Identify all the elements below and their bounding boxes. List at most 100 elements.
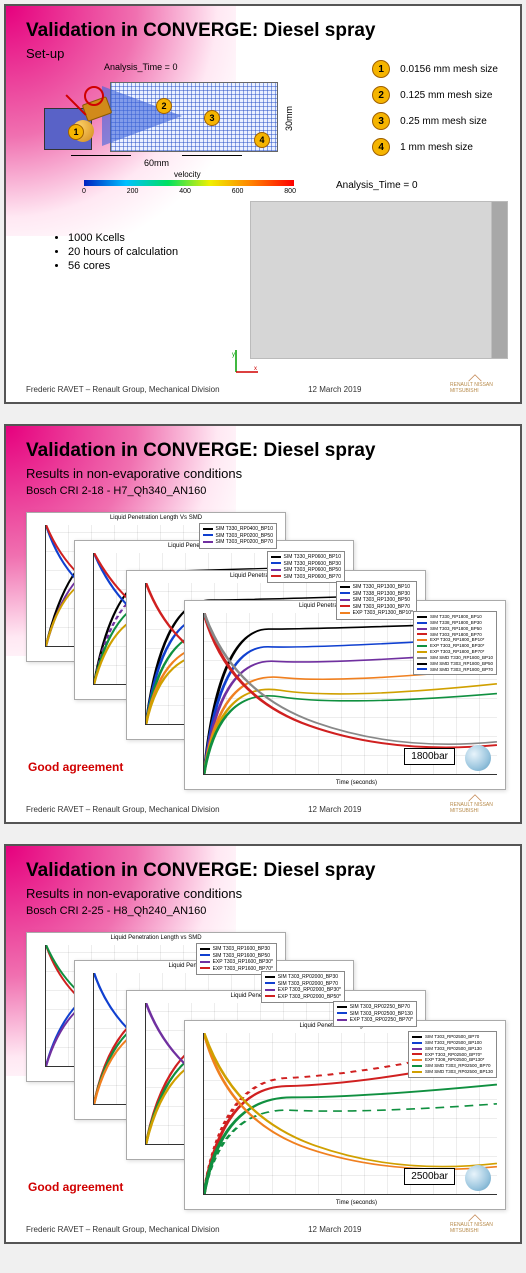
legend-item: SIM T330_RP1300_BP10 xyxy=(340,584,413,591)
velocity-label: velocity xyxy=(174,170,201,179)
subtitle: Results in non-evaporative conditions xyxy=(26,886,500,901)
legend-item: SIM T303_RP02000_BP30 xyxy=(265,974,341,981)
legend-item: SIM SMD T330_RP1800_BP10 xyxy=(417,655,493,661)
footer-author: Frederic RAVET – Renault Group, Mechanic… xyxy=(26,805,220,814)
slide-results-1800: Validation in CONVERGE: Diesel spray Res… xyxy=(4,424,522,824)
legend-item: EXP T303_RP02250_BP70* xyxy=(337,1017,413,1024)
mesh-marker-1: 1 xyxy=(372,60,390,78)
region-marker-2: 2 xyxy=(156,98,172,114)
legend-item: SIM T303_RP0600_BP70 xyxy=(271,574,341,581)
x-axis-label: Time (seconds) xyxy=(336,780,377,786)
spray-cone xyxy=(102,86,182,146)
mesh-label-4: 1 mm mesh size xyxy=(400,142,473,153)
region-marker-3: 3 xyxy=(204,110,220,126)
chart-legend: SIM T303_RP02000_BP30 SIM T303_RP02000_B… xyxy=(261,971,345,1003)
analysis-time-2: Analysis_Time = 0 xyxy=(336,180,418,191)
alliance-label: RENAULT NISSAN MITSUBISHI xyxy=(450,802,500,814)
cb-tick: 400 xyxy=(179,188,191,195)
legend-item: SIM T303_RP02250_BP70 xyxy=(337,1004,413,1011)
mesh-label-3: 0.25 mm mesh size xyxy=(400,116,487,127)
cb-tick: 0 xyxy=(82,188,86,195)
footer: Frederic RAVET – Renault Group, Mechanic… xyxy=(26,374,500,394)
title: Validation in CONVERGE: Diesel spray xyxy=(26,440,500,462)
good-agreement: Good agreement xyxy=(28,1180,123,1194)
footer-author: Frederic RAVET – Renault Group, Mechanic… xyxy=(26,385,220,394)
chart-legend: SIM T330_RP1800_BP10 SIM T338_RP1800_BP3… xyxy=(413,611,497,675)
dimension-width: 60mm xyxy=(144,158,169,168)
chart-title: Liquid Penetration Length Vs SMD xyxy=(27,515,285,521)
legend-item: EXP T303_RP02000_BP50* xyxy=(265,994,341,1001)
chart-legend: SIM T303_RP02500_BP70 SIM T303_RP02500_B… xyxy=(408,1031,497,1078)
mesh-marker-2: 2 xyxy=(372,86,390,104)
legend-item: SIM T303_RP1600_BP30 xyxy=(200,946,273,953)
cb-tick: 800 xyxy=(284,188,296,195)
alliance-label: RENAULT NISSAN MITSUBISHI xyxy=(450,1222,500,1234)
footer-date: 12 March 2019 xyxy=(308,385,361,394)
axes-icon: y x xyxy=(232,348,260,376)
alliance-label: RENAULT NISSAN MITSUBISHI xyxy=(450,382,500,394)
chart-title: Liquid Penetration Length vs SMD xyxy=(27,935,285,941)
domain-render xyxy=(250,201,508,359)
analysis-time-label: Analysis_Time = 0 xyxy=(104,62,177,72)
watermark-ball xyxy=(465,745,491,771)
chart-legend: SIM T330_RP0600_BP10 SIM T330_RP0600_BP3… xyxy=(267,551,345,583)
mesh-label-2: 0.125 mm mesh size xyxy=(400,90,492,101)
chart-stack: Liquid Penetration Length vs SMD SIM T30… xyxy=(26,932,506,1187)
bullet: 56 cores xyxy=(68,260,178,272)
legend-item: SIM T330_RP1800_BP10 xyxy=(417,614,493,620)
legend-item: SIM T303_RP0600_BP50 xyxy=(271,567,341,574)
legend-item: SIM T303_RP0200_BP70 xyxy=(203,539,273,546)
legend-item: SIM T303_RP02500_BP130 xyxy=(412,1046,493,1052)
legend-item: SIM T303_RP1300_BP50 xyxy=(340,597,413,604)
legend-item: SIM SMD T303_RP1800_BP70 xyxy=(417,667,493,673)
chart-legend: SIM T330_RP1300_BP10 SIM T338_RP1300_BP3… xyxy=(336,581,417,620)
colorbar-ticks: 0 200 400 600 800 xyxy=(82,188,296,195)
legend-item: EXP T303_RP1600_BP30* xyxy=(200,959,273,966)
bullet: 1000 Kcells xyxy=(68,232,178,244)
chart-stack: Liquid Penetration Length Vs SMD SIM T33… xyxy=(26,512,506,767)
legend-item: SIM T330_RP0400_BP10 xyxy=(203,526,273,533)
legend-item: SIM T303_RP02500_BP100 xyxy=(412,1040,493,1046)
title: Validation in CONVERGE: Diesel spray xyxy=(26,20,500,42)
case-label: Bosch CRI 2-18 - H7_Qh340_AN160 xyxy=(26,485,500,497)
alliance-logo: RENAULT NISSAN MITSUBISHI xyxy=(450,1214,500,1234)
mesh-marker-3: 3 xyxy=(372,112,390,130)
mesh-label-1: 0.0156 mm mesh size xyxy=(400,64,498,75)
good-agreement: Good agreement xyxy=(28,760,123,774)
velocity-colorbar xyxy=(84,180,294,186)
legend-item: EXP T303_RP1300_BP10* xyxy=(340,610,413,617)
cb-tick: 200 xyxy=(127,188,139,195)
slide-setup: Validation in CONVERGE: Diesel spray Set… xyxy=(4,4,522,404)
chart-4: Liquid Penetration Length vs SMD Time (s… xyxy=(184,1020,506,1210)
region-marker-4: 4 xyxy=(254,132,270,148)
mesh-marker-4: 4 xyxy=(372,138,390,156)
legend-item: SIM SMD T303_RP1800_BP50 xyxy=(417,661,493,667)
footer: Frederic RAVET – Renault Group, Mechanic… xyxy=(26,1214,500,1234)
legend-item: SIM SMD T303_RP02500_BP130 xyxy=(412,1069,493,1075)
case-label: Bosch CRI 2-25 - H8_Qh240_AN160 xyxy=(26,905,500,917)
footer-author: Frederic RAVET – Renault Group, Mechanic… xyxy=(26,1225,220,1234)
legend-item: SIM T303_RP1800_BP50 xyxy=(417,626,493,632)
x-axis-label: Time (seconds) xyxy=(336,1200,377,1206)
svg-text:y: y xyxy=(232,352,235,358)
alliance-logo: RENAULT NISSAN MITSUBISHI xyxy=(450,794,500,814)
legend-item: SIM T338_RP1800_BP30 xyxy=(417,620,493,626)
bullet: 20 hours of calculation xyxy=(68,246,178,258)
svg-text:x: x xyxy=(254,366,257,372)
legend-item: SIM T330_RP0600_BP10 xyxy=(271,554,341,561)
legend-item: EXP T303_RP02000_BP30* xyxy=(265,987,341,994)
mesh-legend: 1 0.0156 mm mesh size 2 0.125 mm mesh size… xyxy=(372,60,498,164)
pressure-badge: 1800bar xyxy=(404,748,455,765)
pressure-badge: 2500bar xyxy=(404,1168,455,1185)
spray-diagram: Analysis_Time = 0 1 2 3 4 60mm 30mm velo… xyxy=(44,68,294,178)
title: Validation in CONVERGE: Diesel spray xyxy=(26,860,500,882)
footer: Frederic RAVET – Renault Group, Mechanic… xyxy=(26,794,500,814)
chart-legend: SIM T330_RP0400_BP10 SIM T303_RP0200_BP5… xyxy=(199,523,277,549)
region-marker-1: 1 xyxy=(68,124,84,140)
slide-results-2500: Validation in CONVERGE: Diesel spray Res… xyxy=(4,844,522,1244)
footer-date: 12 March 2019 xyxy=(308,1225,361,1234)
subtitle: Results in non-evaporative conditions xyxy=(26,466,500,481)
chart-legend: SIM T303_RP02250_BP70 SIM T303_RP02500_B… xyxy=(333,1001,417,1027)
alliance-logo: RENAULT NISSAN MITSUBISHI xyxy=(450,374,500,394)
setup-bullets: 1000 Kcells 20 hours of calculation 56 c… xyxy=(54,232,178,274)
